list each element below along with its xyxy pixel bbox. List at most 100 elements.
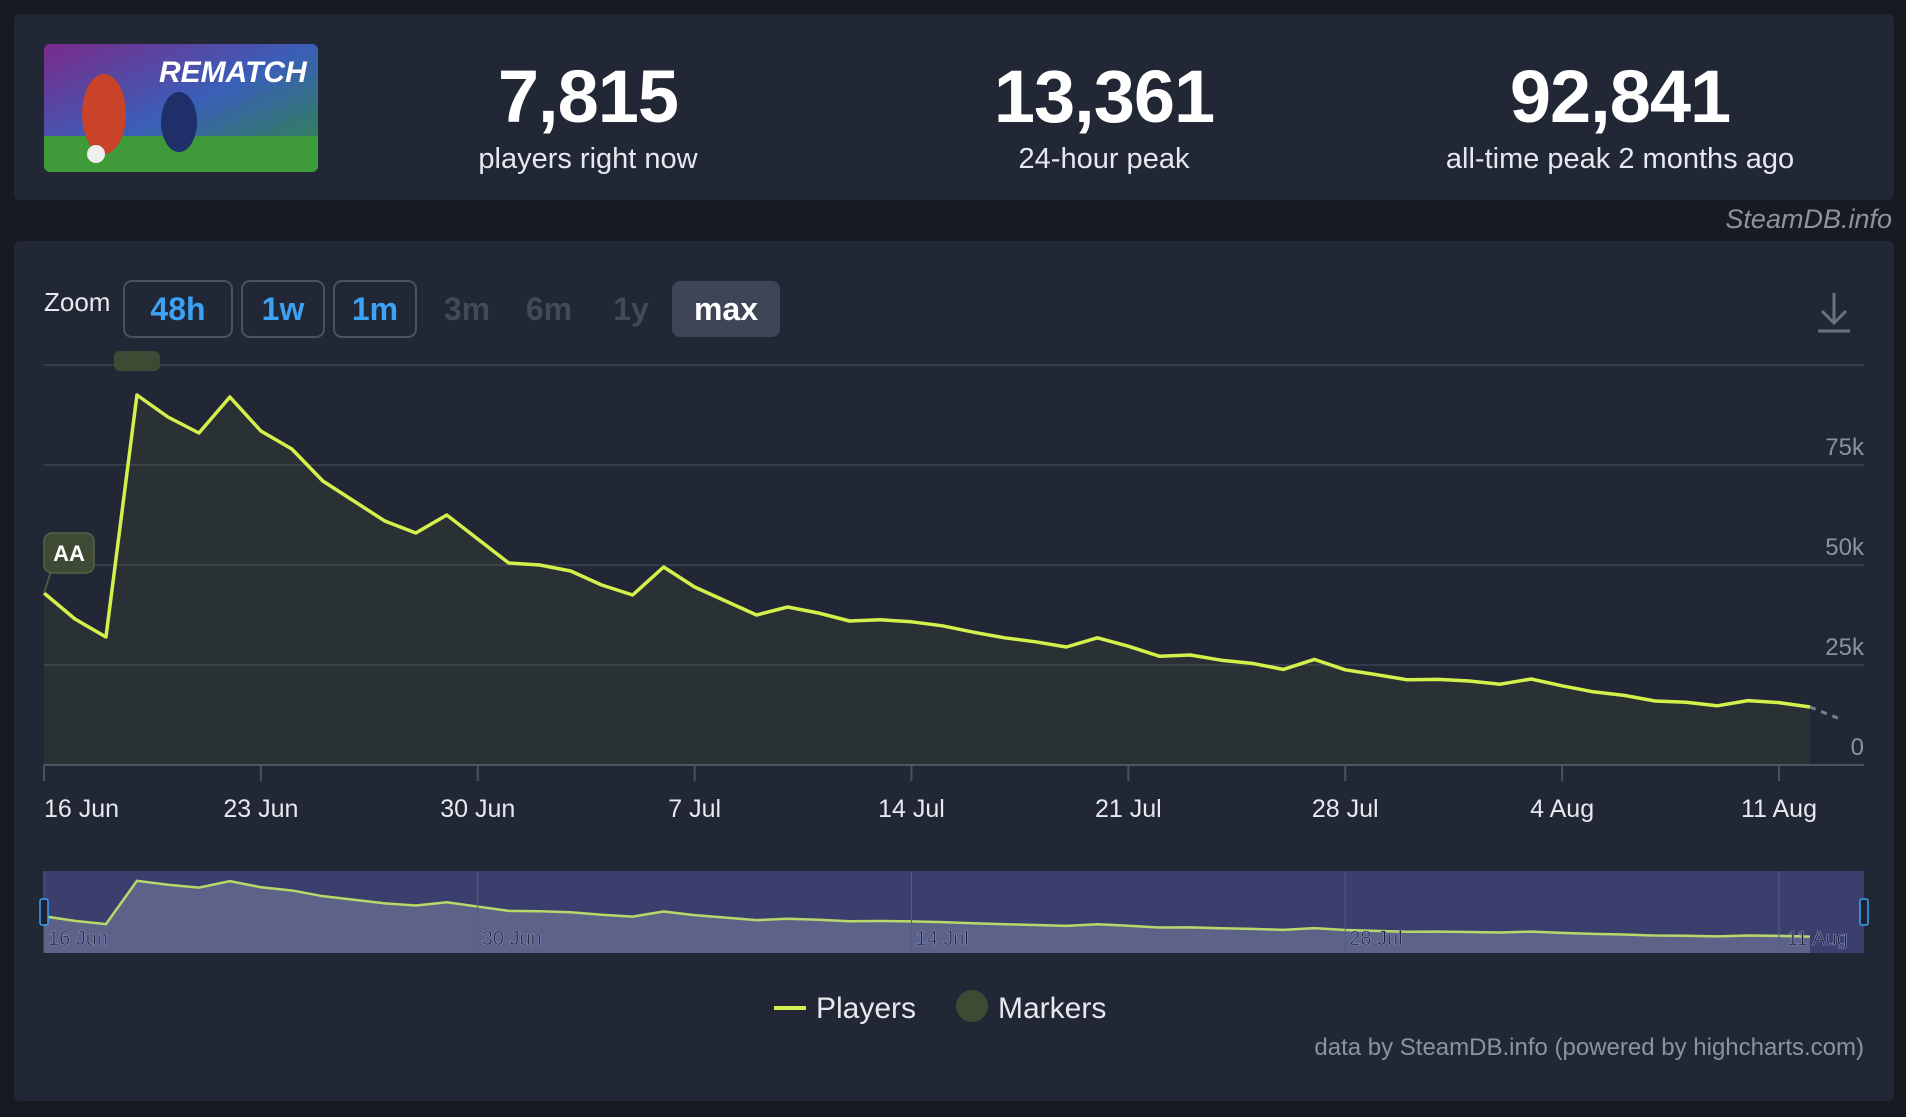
legend-item-markers[interactable]: Markers [956, 990, 1106, 1025]
marker-flag[interactable] [43, 532, 95, 574]
data-point[interactable] [129, 387, 145, 403]
data-point[interactable] [1337, 662, 1353, 678]
data-point[interactable] [346, 493, 362, 509]
navigator-handle-left[interactable] [39, 898, 49, 926]
zoom-button-max[interactable]: max [672, 281, 780, 337]
data-point[interactable] [780, 599, 796, 615]
legend-label: Players [816, 992, 916, 1025]
navigator[interactable]: 16 Jun 30 Jun 14 Jul 28 Jul 11 Aug [39, 871, 1869, 953]
data-point[interactable] [1647, 693, 1663, 709]
data-point[interactable] [1492, 676, 1508, 692]
data-point[interactable] [687, 579, 703, 595]
marker-flag[interactable] [113, 351, 160, 371]
data-point[interactable] [1089, 630, 1105, 646]
navigator-tick-label: 16 Jun [48, 928, 108, 950]
navigator-tick-label: 14 Jul [916, 928, 969, 950]
zoom-buttons: 48h 1w 1m 3m 6m 1y max [123, 280, 780, 338]
data-point[interactable] [1616, 687, 1632, 703]
legend-item-players[interactable]: Players [774, 992, 916, 1025]
data-point[interactable] [1027, 634, 1043, 650]
all-time-peak-value: 92,841 [1509, 55, 1731, 138]
x-tick-label: 7 Jul [668, 795, 721, 823]
players-line[interactable] [42, 393, 1811, 709]
x-axis: 16 Jun 23 Jun 30 Jun 7 Jul 14 Jul 21 Jul 28 Ju… [43, 765, 1817, 823]
zoom-button-label: 1m [352, 291, 398, 327]
zoom-button-bg [123, 280, 233, 338]
zoom-label: Zoom [44, 287, 110, 317]
navigator-range [44, 871, 1864, 953]
data-point[interactable] [625, 587, 641, 603]
data-point[interactable] [873, 612, 889, 628]
navigator-handle-right[interactable] [1859, 898, 1869, 926]
data-point[interactable] [1585, 684, 1601, 700]
data-point[interactable] [315, 473, 331, 489]
y-axis-labels: 0 25k 50k 75k [1825, 434, 1865, 761]
marker-label: AA [53, 541, 85, 566]
data-point[interactable] [1461, 673, 1477, 689]
data-point[interactable] [1213, 652, 1229, 668]
game-logo[interactable]: REMATCH [44, 44, 318, 172]
24h-peak-label: 24-hour peak [1018, 143, 1190, 175]
data-point[interactable] [67, 611, 83, 627]
data-point[interactable] [1058, 639, 1074, 655]
data-point[interactable] [842, 613, 858, 629]
zoom-button-6m: 6m [526, 291, 572, 327]
steamdb-credit[interactable]: SteamDB.info [1725, 204, 1892, 234]
data-point[interactable] [1678, 694, 1694, 710]
data-point[interactable] [470, 531, 486, 547]
data-point[interactable] [934, 618, 950, 634]
data-point[interactable] [1523, 671, 1539, 687]
zoom-button-1m[interactable]: 1m [333, 280, 417, 338]
players-line-incomplete [1809, 705, 1842, 721]
data-point[interactable] [1182, 647, 1198, 663]
data-point[interactable] [1430, 671, 1446, 687]
highcharts-credit[interactable]: data by SteamDB.info (powered by highcha… [1314, 1034, 1864, 1061]
legend-symbol-marker [956, 990, 988, 1022]
data-point[interactable] [1554, 678, 1570, 694]
zoom-button-label: 3m [444, 291, 490, 327]
data-point[interactable] [563, 563, 579, 579]
plot-area[interactable] [36, 387, 1842, 765]
y-tick-label: 50k [1825, 534, 1865, 561]
data-point[interactable] [1399, 672, 1415, 688]
x-tick-label: 16 Jun [44, 795, 119, 823]
data-point[interactable] [594, 577, 610, 593]
data-point[interactable] [284, 441, 300, 457]
data-point[interactable] [253, 423, 269, 439]
data-point[interactable] [1771, 695, 1787, 711]
data-point[interactable] [98, 629, 114, 645]
data-point[interactable] [904, 614, 920, 630]
data-point[interactable] [1368, 667, 1384, 683]
data-point[interactable] [377, 513, 393, 529]
data-point[interactable] [656, 559, 672, 575]
chart-panel: Zoom 48h 1w 1m 3m 6m 1y max 0 25k 50k 75k 16 Jun 2… [14, 241, 1894, 1101]
data-point[interactable] [408, 525, 424, 541]
data-point[interactable] [1244, 655, 1260, 671]
download-icon[interactable] [1812, 285, 1856, 335]
x-tick-label: 23 Jun [223, 795, 298, 823]
data-point[interactable] [811, 605, 827, 621]
legend: Players Markers [774, 990, 1106, 1025]
data-point[interactable] [1306, 651, 1322, 667]
data-point[interactable] [1740, 693, 1756, 709]
zoom-button-bg [672, 281, 780, 337]
zoom-button-48h[interactable]: 48h [123, 280, 233, 338]
y-tick-label: 25k [1825, 634, 1865, 661]
data-point[interactable] [965, 624, 981, 640]
data-point[interactable] [1709, 698, 1725, 714]
data-point[interactable] [749, 607, 765, 623]
zoom-button-1w[interactable]: 1w [241, 280, 325, 338]
data-point[interactable] [718, 593, 734, 609]
data-point[interactable] [222, 389, 238, 405]
data-point[interactable] [996, 630, 1012, 646]
data-point[interactable] [532, 557, 548, 573]
data-point[interactable] [160, 409, 176, 425]
data-point[interactable] [1151, 648, 1167, 664]
data-point[interactable] [1120, 638, 1136, 654]
data-point[interactable] [191, 425, 207, 441]
data-point[interactable] [501, 555, 517, 571]
data-point[interactable] [1275, 661, 1291, 677]
zoom-button-3m: 3m [444, 291, 490, 327]
data-point[interactable] [439, 507, 455, 523]
data-point[interactable] [1802, 699, 1818, 715]
